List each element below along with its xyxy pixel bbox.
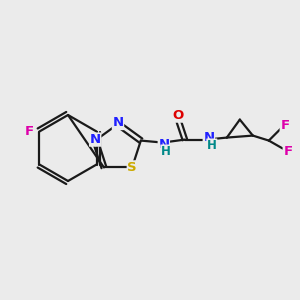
Text: N: N bbox=[90, 133, 101, 146]
Text: H: H bbox=[161, 145, 171, 158]
Text: F: F bbox=[25, 125, 34, 138]
Text: N: N bbox=[203, 131, 214, 144]
Text: H: H bbox=[207, 139, 217, 152]
Text: O: O bbox=[172, 109, 184, 122]
Text: N: N bbox=[158, 138, 169, 151]
Text: F: F bbox=[280, 119, 289, 132]
Text: N: N bbox=[112, 116, 124, 130]
Text: F: F bbox=[283, 145, 292, 158]
Text: S: S bbox=[127, 161, 137, 174]
